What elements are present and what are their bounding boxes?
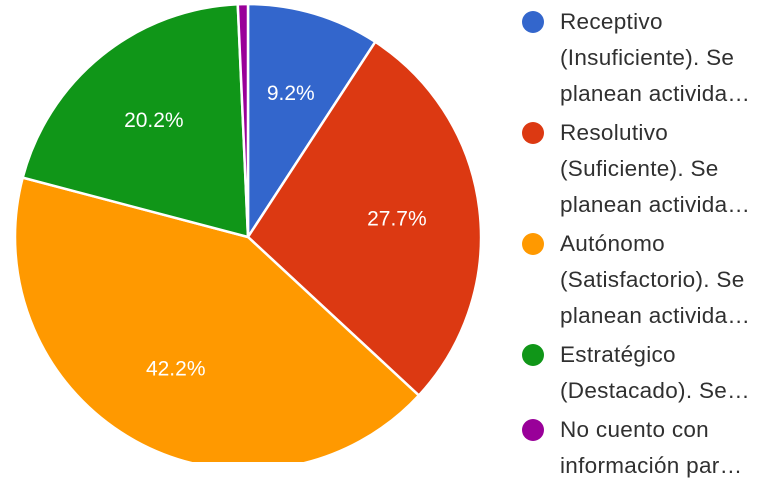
legend-label-line: Autónomo: [560, 231, 665, 256]
slice-value-label: 9.2%: [267, 82, 315, 105]
legend-swatch: [522, 233, 544, 255]
legend-label-line: (Satisfactorio). Se: [560, 267, 745, 292]
legend-label-line: información par…: [560, 453, 743, 478]
legend-label-line: Resolutivo: [560, 120, 669, 145]
legend-swatch: [522, 11, 544, 33]
legend-swatch: [522, 344, 544, 366]
legend-label-line: planean activida…: [560, 303, 751, 328]
pie-chart: 9.2% 27.7% 42.2% 20.2% Receptivo (Insuficien…: [13, 2, 750, 478]
pie-slice-2[interactable]: [13, 176, 421, 462]
legend-item[interactable]: No cuento con información par…: [520, 412, 770, 484]
slice-value-label: 20.2%: [124, 109, 184, 132]
pie-slice-0[interactable]: [246, 2, 378, 242]
legend-label-line: planean activida…: [560, 81, 751, 106]
legend-label-line: Estratégico: [560, 342, 676, 367]
pie-chart-plot: 9.2% 27.7% 42.2% 20.2%: [13, 2, 483, 462]
slice-value-label: 42.2%: [146, 357, 206, 380]
legend-item[interactable]: Autónomo (Satisfactorio). Se planean activ…: [520, 226, 770, 334]
legend-label-line: (Suficiente). Se: [560, 156, 719, 181]
legend-swatch: [522, 419, 544, 441]
legend: Receptivo (Insuficiente). Se planean activ…: [520, 4, 770, 487]
legend-label-line: (Insuficiente). Se: [560, 45, 735, 70]
legend-label-line: (Destacado). Se…: [560, 378, 750, 403]
legend-label-line: No cuento con: [560, 417, 709, 442]
legend-label-line: planean activida…: [560, 192, 751, 217]
pie-slice-4[interactable]: [236, 2, 250, 238]
pie-slice-3[interactable]: [21, 2, 250, 239]
pie-slice-1[interactable]: [246, 40, 483, 398]
legend-item[interactable]: Receptivo (Insuficiente). Se planean activ…: [520, 4, 770, 112]
slice-value-label: 27.7%: [367, 208, 427, 231]
legend-item[interactable]: Estratégico (Destacado). Se…: [520, 337, 770, 409]
legend-item[interactable]: Resolutivo (Suficiente). Se planean activi…: [520, 115, 770, 223]
legend-swatch: [522, 122, 544, 144]
legend-label-line: Receptivo: [560, 9, 663, 34]
